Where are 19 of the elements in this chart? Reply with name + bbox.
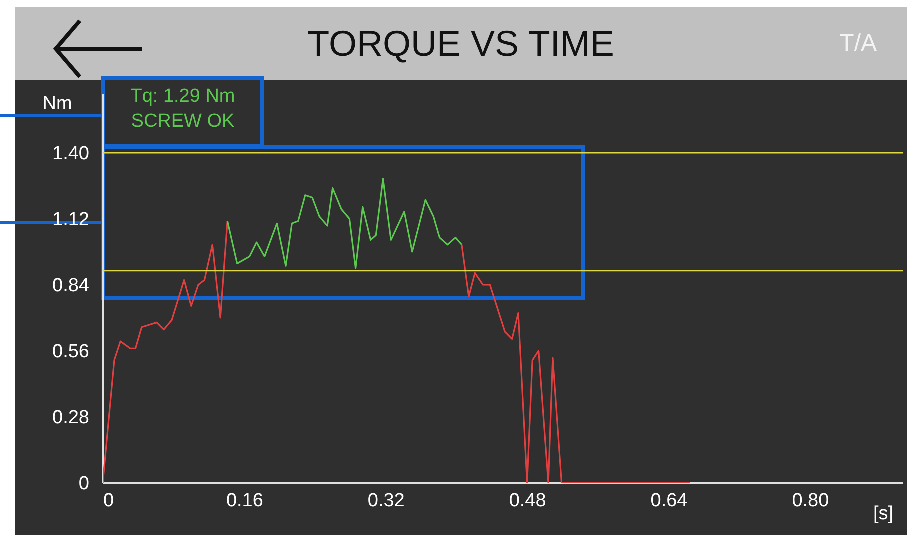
y-tick-label: 0.56 [52,341,90,362]
x-tick-label: 0.48 [509,490,546,512]
y-tick-label: 0 [78,474,90,494]
y-tick-label: 0.28 [52,407,90,428]
x-tick-label: 0.80 [792,490,830,512]
x-axis-title: [s] [873,504,894,524]
line-series [461,244,691,483]
y-tick-label: 0.84 [52,275,90,296]
x-tick-label: 0.64 [650,490,688,512]
line-series [103,220,228,483]
chart-title: TORQUE VS TIME [308,23,614,64]
annotation: Tq: 1.29 Nm [130,85,236,109]
x-tick-label: 0.32 [368,490,405,512]
y-axis-title: Nm [42,94,72,114]
line-series [226,178,463,270]
annotation: SCREW OK [130,110,236,134]
x-tick-label: 0 [104,490,114,512]
x-tick-label: 0.16 [226,490,264,512]
y-tick-label: 1.40 [52,143,90,164]
